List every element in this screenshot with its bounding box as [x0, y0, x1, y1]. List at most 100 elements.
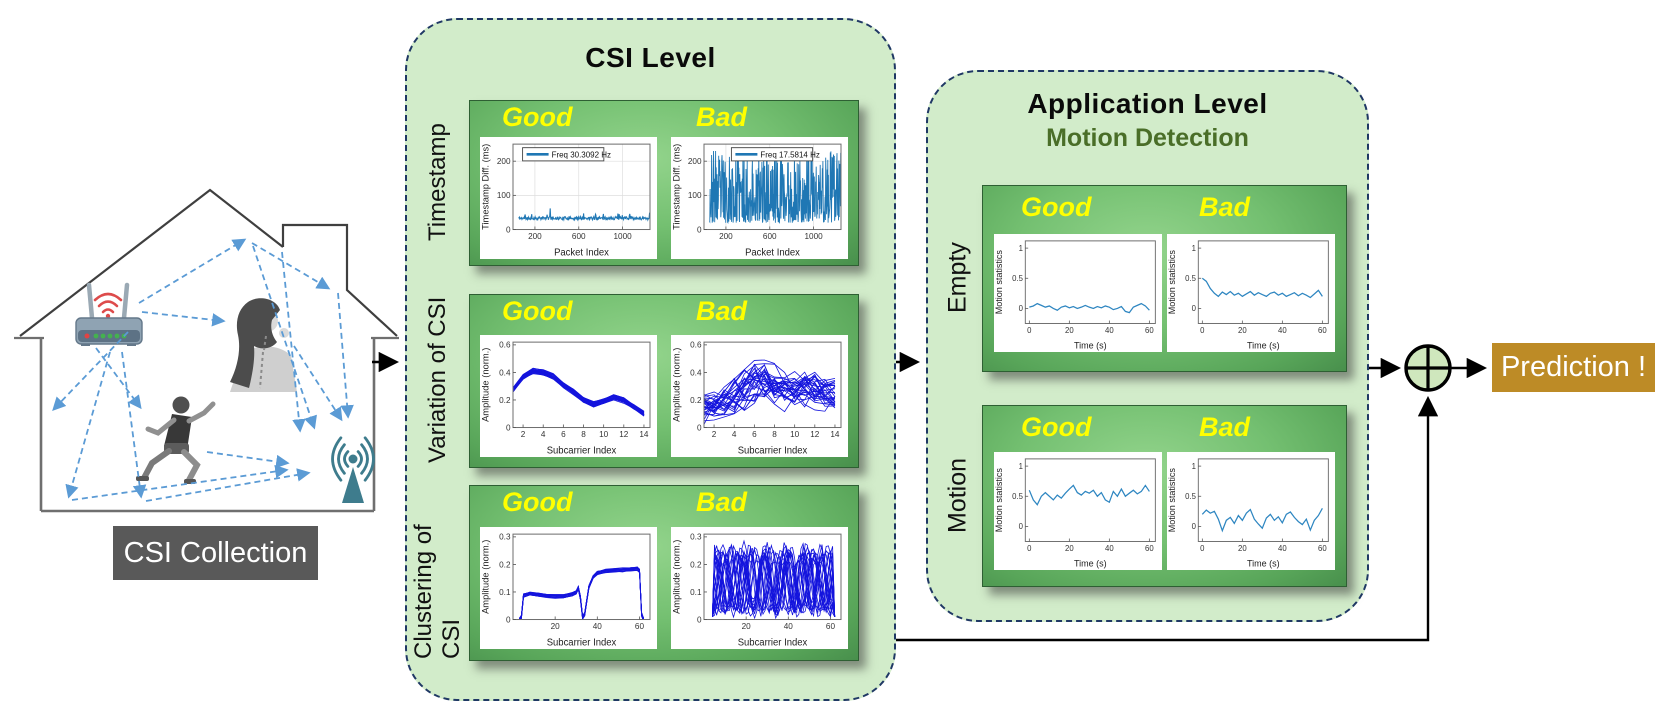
svg-text:Packet Index: Packet Index — [554, 247, 609, 258]
plot-canvas: 20 40 60 0 0.1 0.2 0.3 Subcarrier Index Amplitud… — [480, 527, 657, 649]
svg-text:100: 100 — [688, 191, 702, 200]
svg-text:2: 2 — [712, 430, 717, 439]
svg-text:Subcarrier Index: Subcarrier Index — [738, 637, 808, 648]
svg-text:0: 0 — [506, 225, 511, 234]
plot-clustering-good: 20 40 60 0 0.1 0.2 0.3 Subcarrier Index Amplitud… — [480, 527, 657, 649]
svg-text:0.4: 0.4 — [499, 368, 511, 377]
svg-text:0: 0 — [697, 615, 702, 624]
svg-text:Subcarrier Index: Subcarrier Index — [738, 445, 808, 456]
svg-text:1: 1 — [1192, 244, 1197, 253]
svg-text:0.2: 0.2 — [499, 396, 511, 405]
svg-text:20: 20 — [742, 622, 752, 631]
svg-text:0: 0 — [697, 225, 702, 234]
row-label-variation-of-csi: Variation of CSI — [424, 296, 451, 464]
svg-text:0: 0 — [1019, 522, 1024, 531]
plot-canvas: 200 600 1000 0 100 200 Packet Index Timestamp D… — [480, 137, 657, 259]
svg-text:200: 200 — [497, 157, 511, 166]
svg-text:14: 14 — [830, 430, 840, 439]
svg-text:1: 1 — [1019, 244, 1024, 253]
svg-text:0.6: 0.6 — [690, 341, 702, 350]
row-label-timestamp: Timestamp — [424, 123, 451, 241]
svg-text:40: 40 — [1105, 326, 1114, 335]
plot-canvas: 200 600 1000 0 100 200 Packet Index Timestamp D… — [671, 137, 848, 259]
svg-text:0.1: 0.1 — [499, 588, 511, 597]
csi-collection-label: CSI Collection — [113, 526, 318, 580]
application-level-panel: Application Level Motion Detection Empty… — [926, 70, 1369, 622]
plot-clustering-bad: 20 40 60 0 0.1 0.2 0.3 Subcarrier Index Amplitud… — [671, 527, 848, 649]
row-label-empty: Empty — [943, 242, 972, 313]
svg-text:0.2: 0.2 — [690, 396, 702, 405]
plot-canvas: 0 20 40 60 0 0.5 1 Time (s) Motion statistics — [1167, 234, 1335, 352]
bad-label: Bad — [696, 296, 748, 326]
svg-text:Freq 30.3092 Hz: Freq 30.3092 Hz — [552, 151, 611, 160]
plot-canvas: 0 20 40 60 0 0.5 1 Time (s) Motion statistics — [1167, 452, 1335, 570]
svg-text:20: 20 — [1238, 326, 1247, 335]
svg-text:0.3: 0.3 — [690, 533, 702, 542]
plot-timestamp-good: 200 600 1000 0 100 200 Packet Index Timestamp D… — [480, 137, 657, 259]
svg-text:0: 0 — [697, 423, 702, 432]
svg-text:Packet Index: Packet Index — [745, 247, 800, 258]
svg-text:Time (s): Time (s) — [1074, 340, 1107, 350]
svg-text:40: 40 — [593, 622, 603, 631]
plot-canvas: 0 20 40 60 0 0.5 1 Time (s) Motion statistics — [994, 452, 1162, 570]
plot-motion-bad: 0 20 40 60 0 0.5 1 Time (s) Motion statistics — [1167, 452, 1335, 570]
svg-text:Amplitude (norm.): Amplitude (norm.) — [481, 540, 491, 614]
variation-row-box: Good Bad 2 4 6 8 10 12 14 0 0.2 0.4 0.6 Subcarrier … — [469, 294, 859, 468]
svg-text:6: 6 — [752, 430, 757, 439]
svg-text:60: 60 — [1318, 326, 1327, 335]
svg-text:Subcarrier Index: Subcarrier Index — [547, 445, 617, 456]
good-label: Good — [502, 487, 573, 517]
svg-text:1: 1 — [1192, 462, 1197, 471]
svg-text:0: 0 — [1019, 304, 1024, 313]
good-label: Good — [502, 102, 573, 132]
plot-canvas: 0 20 40 60 0 0.5 1 Time (s) Motion statistics — [994, 234, 1162, 352]
svg-text:Motion statistics: Motion statistics — [994, 467, 1004, 532]
svg-text:1000: 1000 — [613, 232, 632, 241]
svg-text:8: 8 — [772, 430, 777, 439]
svg-text:Amplitude (norm.): Amplitude (norm.) — [672, 540, 682, 614]
svg-text:40: 40 — [784, 622, 794, 631]
svg-text:0.5: 0.5 — [1185, 274, 1196, 283]
svg-text:10: 10 — [790, 430, 800, 439]
svg-text:0.5: 0.5 — [1185, 492, 1196, 501]
svg-text:0: 0 — [1027, 544, 1032, 553]
row-label-motion: Motion — [943, 457, 972, 533]
runner-figure — [136, 396, 216, 484]
plot-timestamp-bad: 200 600 1000 0 100 200 Packet Index Timestamp D… — [671, 137, 848, 259]
svg-text:60: 60 — [1145, 544, 1154, 553]
svg-text:40: 40 — [1105, 544, 1114, 553]
wifi-waves-icon — [93, 292, 123, 314]
woman-figure — [230, 298, 297, 392]
receiver-antenna-icon — [331, 436, 375, 503]
row-label-clustering-of-csi: Clustering of CSI — [410, 524, 465, 659]
svg-text:Motion statistics: Motion statistics — [1167, 249, 1177, 314]
svg-text:0: 0 — [1192, 522, 1197, 531]
svg-text:0.6: 0.6 — [499, 341, 511, 350]
svg-text:0: 0 — [506, 423, 511, 432]
timestamp-row-box: Good Bad 200 600 1000 0 100 200 Packet Index Ti… — [469, 100, 859, 266]
svg-text:12: 12 — [619, 430, 629, 439]
svg-text:Time (s): Time (s) — [1247, 340, 1280, 350]
svg-text:Amplitude (norm.): Amplitude (norm.) — [672, 348, 682, 422]
svg-text:14: 14 — [639, 430, 649, 439]
svg-text:Timestamp Diff. (ms): Timestamp Diff. (ms) — [672, 144, 682, 230]
house-outline — [14, 188, 399, 513]
svg-text:60: 60 — [635, 622, 645, 631]
svg-text:200: 200 — [528, 232, 542, 241]
svg-text:0: 0 — [1027, 326, 1032, 335]
plot-motion-good: 0 20 40 60 0 0.5 1 Time (s) Motion statistics — [994, 452, 1162, 570]
svg-text:Freq 17.5814 Hz: Freq 17.5814 Hz — [760, 151, 819, 160]
svg-text:10: 10 — [599, 430, 609, 439]
svg-text:20: 20 — [551, 622, 561, 631]
application-level-title: Application Level — [1027, 88, 1268, 119]
svg-text:6: 6 — [561, 430, 566, 439]
csi-level-panel: CSI Level Timestamp Good Bad 200 600 1000 0… — [405, 18, 896, 701]
svg-text:200: 200 — [688, 157, 702, 166]
svg-text:20: 20 — [1065, 326, 1074, 335]
svg-text:2: 2 — [521, 430, 526, 439]
plot-variation-bad: 2 4 6 8 10 12 14 0 0.2 0.4 0.6 Subcarrier Index Ampl… — [671, 335, 848, 457]
plot-empty-good: 0 20 40 60 0 0.5 1 Time (s) Motion statistics — [994, 234, 1162, 352]
svg-text:0.4: 0.4 — [690, 368, 702, 377]
